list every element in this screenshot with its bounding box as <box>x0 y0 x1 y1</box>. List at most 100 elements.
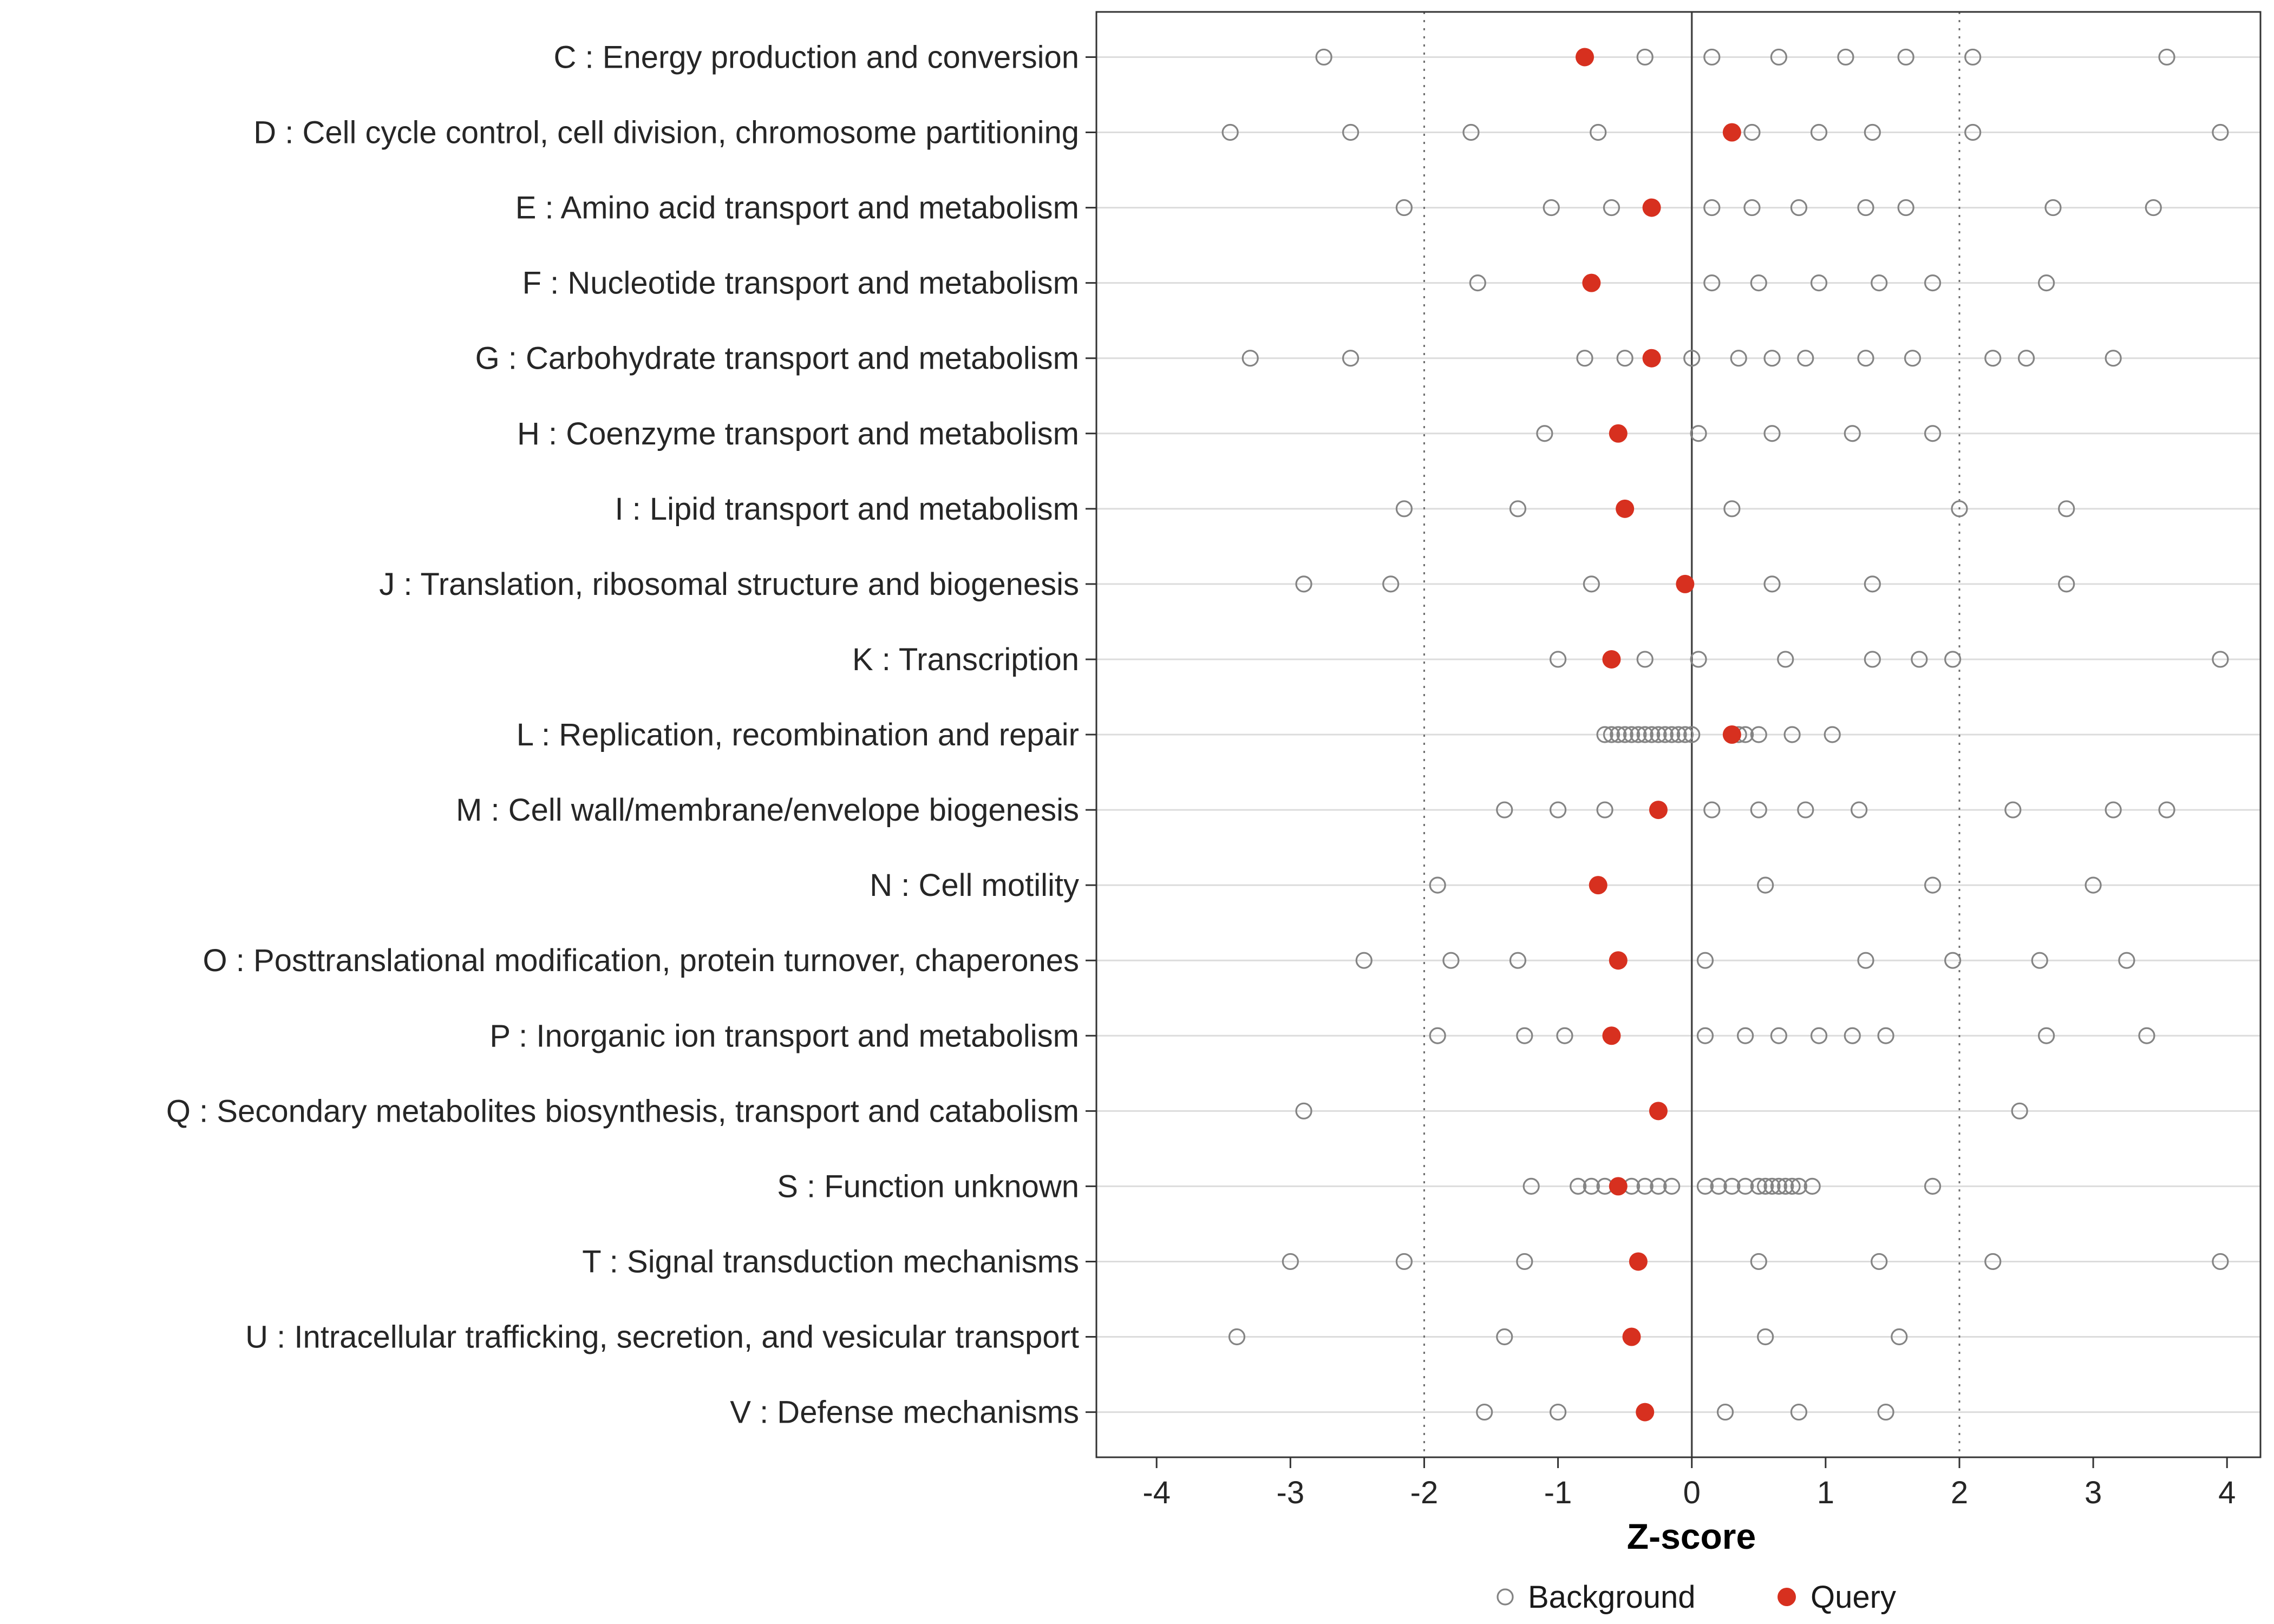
background-point <box>1951 500 1968 518</box>
y-tick-label: K : Transcription <box>852 642 1079 677</box>
background-point <box>1696 952 1714 969</box>
background-point <box>1636 726 1654 743</box>
background-point <box>1824 726 1841 743</box>
background-point <box>1496 1328 1513 1346</box>
query-point <box>1616 499 1635 518</box>
query-point <box>1609 1177 1628 1196</box>
background-point <box>1221 123 1239 141</box>
background-point <box>2158 48 2175 66</box>
x-tick-label: 2 <box>1951 1475 1968 1510</box>
background-point <box>1703 199 1721 217</box>
background-point <box>1857 350 1874 367</box>
background-point <box>1723 1177 1741 1195</box>
y-tick-label: F : Nucleotide transport and metabolism <box>522 266 1079 301</box>
background-point <box>1783 1177 1801 1195</box>
x-tick-label: 4 <box>2218 1475 2236 1510</box>
y-tick-label: E : Amino acid transport and metabolism <box>515 191 1079 226</box>
background-point <box>1770 1027 1787 1044</box>
background-point <box>1469 274 1486 292</box>
background-point <box>2011 1102 2028 1119</box>
background-point <box>1522 1177 1540 1195</box>
y-tick-label: Q : Secondary metabolites biosynthesis, … <box>166 1093 1079 1129</box>
background-point <box>2212 651 2229 668</box>
background-point <box>1716 1403 1734 1421</box>
y-tick-label: D : Cell cycle control, cell division, c… <box>253 115 1079 150</box>
background-point <box>1623 726 1641 743</box>
background-point <box>1610 726 1627 743</box>
background-point <box>1596 801 1613 818</box>
query-point <box>1722 123 1741 142</box>
background-point <box>1837 48 1854 66</box>
background-point <box>2118 952 2135 969</box>
background-point <box>2138 1027 2155 1044</box>
background-point <box>2044 199 2062 217</box>
x-tick-label: 3 <box>2084 1475 2102 1510</box>
background-point <box>2017 350 2035 367</box>
y-tick-label: U : Intracellular trafficking, secretion… <box>245 1320 1079 1355</box>
background-point <box>1429 1027 1446 1044</box>
background-point <box>1810 274 1828 292</box>
background-point <box>1663 726 1681 743</box>
query-point <box>1636 1403 1655 1422</box>
legend-background-label: Background <box>1528 1580 1696 1615</box>
query-point <box>1622 1327 1641 1346</box>
background-point <box>1683 350 1701 367</box>
background-point <box>1877 1027 1894 1044</box>
background-point <box>1763 1177 1781 1195</box>
background-point <box>1757 1177 1774 1195</box>
background-point <box>1730 350 1747 367</box>
background-point <box>1476 1403 1493 1421</box>
background-point <box>1696 1177 1714 1195</box>
background-point <box>1871 1253 1888 1271</box>
background-point <box>1570 1177 1587 1195</box>
background-point <box>1603 199 1620 217</box>
background-point <box>2158 801 2175 818</box>
background-point <box>2031 952 2048 969</box>
background-point <box>2105 801 2122 818</box>
background-point <box>1395 199 1413 217</box>
query-point <box>1722 725 1741 744</box>
background-point <box>1616 726 1633 743</box>
background-point <box>1543 199 1560 217</box>
background-point <box>1342 123 1360 141</box>
background-point <box>2037 274 2055 292</box>
query-point <box>1576 48 1595 67</box>
background-point <box>1790 199 1808 217</box>
background-point <box>2084 876 2102 894</box>
background-point <box>1944 952 1962 969</box>
background-point <box>1763 350 1781 367</box>
x-tick-label: -1 <box>1544 1475 1572 1510</box>
query-point <box>1602 1026 1621 1045</box>
background-point <box>1663 1177 1681 1195</box>
background-point <box>1670 726 1687 743</box>
background-point <box>1636 48 1654 66</box>
x-axis-title: Z-score <box>1626 1516 1756 1556</box>
background-point <box>2037 1027 2055 1044</box>
background-point <box>1797 350 1814 367</box>
background-point <box>1690 651 1707 668</box>
background-point <box>1803 1177 1821 1195</box>
background-point <box>1750 1177 1767 1195</box>
y-tick-label: M : Cell wall/membrane/envelope biogenes… <box>456 793 1079 828</box>
background-point <box>1583 575 1600 593</box>
background-point <box>1241 350 1259 367</box>
background-point <box>1911 651 1928 668</box>
background-point <box>1442 952 1460 969</box>
y-tick-label: T : Signal transduction mechanisms <box>582 1244 1079 1279</box>
background-point <box>1496 801 1513 818</box>
background-point <box>1590 123 1607 141</box>
background-point <box>1429 876 1446 894</box>
background-point <box>1897 48 1914 66</box>
y-tick-label: N : Cell motility <box>870 868 1079 903</box>
background-point <box>1810 123 1828 141</box>
background-point <box>1757 876 1774 894</box>
query-point <box>1589 876 1608 895</box>
background-point <box>1864 651 1881 668</box>
query-point <box>1649 1102 1668 1121</box>
x-tick-label: 0 <box>1683 1475 1701 1510</box>
background-point <box>1743 199 1761 217</box>
background-point <box>1282 1253 1299 1271</box>
y-tick-label: I : Lipid transport and metabolism <box>615 492 1079 527</box>
background-point <box>1750 1253 1767 1271</box>
